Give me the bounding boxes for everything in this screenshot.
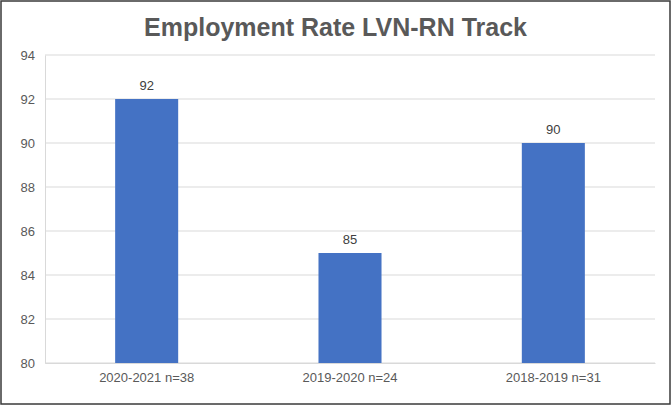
y-tick: 86 (21, 224, 45, 239)
x-tick-label: 2018-2019 n=31 (506, 370, 601, 385)
data-labels: 92 85 90 (139, 78, 560, 247)
y-tick-label: 82 (21, 312, 35, 327)
bar (318, 253, 381, 363)
chart: Employment Rate LVN-RN Track 80 82 84 86 88 90… (0, 0, 671, 405)
x-tick: 2020-2021 n=38 (99, 363, 194, 385)
y-tick: 88 (21, 180, 45, 195)
y-tick: 84 (21, 268, 45, 283)
y-tick: 90 (21, 136, 45, 151)
y-tick: 82 (21, 312, 45, 327)
y-tick: 80 (21, 356, 45, 371)
bar (115, 99, 178, 363)
y-tick: 92 (21, 92, 45, 107)
y-tick-label: 94 (21, 48, 35, 63)
bar (522, 143, 585, 363)
y-tick-label: 86 (21, 224, 35, 239)
grid (45, 55, 655, 363)
plot: 80 82 84 86 88 90 92 94 2020-2021 n=38 2019-2020 … (21, 48, 656, 386)
grid-line (45, 55, 655, 56)
y-tick-label: 84 (21, 268, 35, 283)
y-tick-label: 88 (21, 180, 35, 195)
y-axis: 80 82 84 86 88 90 92 94 (21, 48, 46, 371)
x-tick-label: 2019-2020 n=24 (302, 370, 397, 385)
data-label: 85 (343, 232, 357, 247)
y-tick: 94 (21, 48, 45, 63)
x-axis-line (46, 363, 656, 364)
frame (1, 1, 670, 404)
y-axis-line (45, 56, 46, 364)
bars (115, 99, 585, 363)
x-tick: 2019-2020 n=24 (302, 363, 397, 385)
data-label: 92 (139, 78, 153, 93)
y-tick-label: 80 (21, 356, 35, 371)
y-tick-label: 92 (21, 92, 35, 107)
x-axis: 2020-2021 n=38 2019-2020 n=24 2018-2019 n=… (46, 363, 656, 385)
x-tick: 2018-2019 n=31 (506, 363, 601, 385)
y-tick-label: 90 (21, 136, 35, 151)
title: Employment Rate LVN-RN Track (144, 13, 527, 41)
x-tick-label: 2020-2021 n=38 (99, 370, 194, 385)
data-label: 90 (546, 122, 560, 137)
